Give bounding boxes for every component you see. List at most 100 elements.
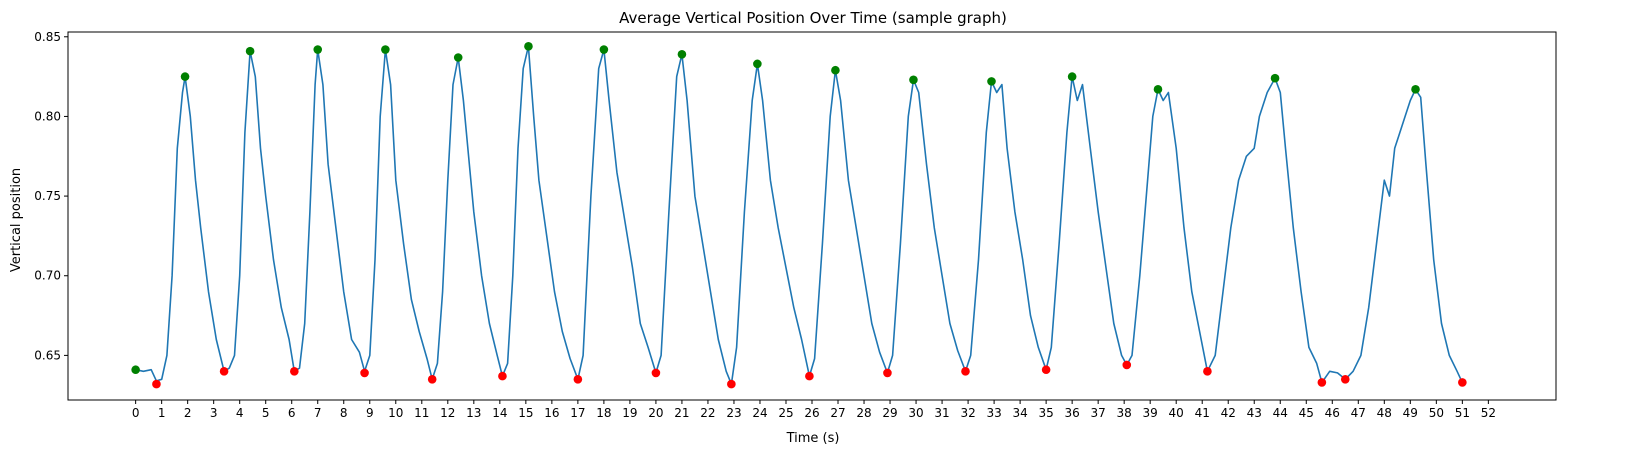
y-tick-label: 0.80 [34, 109, 61, 123]
x-tick-label: 47 [1351, 406, 1366, 420]
peak-point [131, 365, 140, 375]
x-tick-label: 51 [1455, 406, 1470, 420]
x-tick-label: 9 [366, 406, 374, 420]
x-tick-label: 29 [882, 406, 897, 420]
x-tick-label: 31 [934, 406, 949, 420]
x-tick-label: 3 [210, 406, 218, 420]
y-tick-label: 0.75 [34, 189, 61, 203]
y-axis-label: Vertical position [9, 168, 24, 272]
x-tick-label: 5 [262, 406, 270, 420]
trough-point [1122, 360, 1132, 370]
y-tick-label: 0.65 [34, 348, 61, 362]
x-tick-label: 45 [1299, 406, 1314, 420]
x-tick-label: 52 [1481, 406, 1496, 420]
peak-point [831, 65, 840, 75]
axes: 0 1 2 3 4 5 6 7 8 9 10 11 12 13 14 15 16 17 18 19 20 21 22 23 24… [34, 30, 1557, 420]
x-tick-label: 35 [1038, 406, 1053, 420]
x-tick-label: 19 [622, 406, 637, 420]
trough-point [1317, 378, 1327, 387]
x-tick-label: 27 [830, 406, 845, 420]
y-tick-label: 0.70 [34, 269, 61, 283]
peak-point [987, 77, 996, 86]
x-tick-label: 15 [518, 406, 533, 420]
x-tick-label: 20 [648, 406, 663, 420]
trough-point [961, 367, 970, 376]
x-tick-label: 48 [1377, 406, 1392, 420]
peak-point [1411, 85, 1420, 94]
x-tick-label: 49 [1403, 406, 1418, 420]
x-tick-label: 41 [1195, 406, 1210, 420]
trough-point [360, 368, 369, 378]
x-tick-label: 6 [288, 406, 296, 420]
trough-point [427, 374, 437, 384]
trough-point [651, 368, 661, 378]
x-tick-label: 4 [236, 406, 244, 420]
peak-point [453, 53, 463, 62]
x-tick-label: 50 [1429, 406, 1444, 420]
x-tick-label: 11 [414, 406, 429, 420]
x-tick-label: 42 [1221, 406, 1236, 420]
x-tick-label: 44 [1273, 406, 1288, 420]
x-tick-label: 37 [1091, 406, 1106, 420]
x-tick-label: 34 [1012, 406, 1027, 420]
peak-point [1270, 73, 1280, 83]
trough-point [1203, 367, 1212, 376]
series-line-0 [135, 45, 1464, 385]
peak-point [313, 45, 323, 54]
x-tick-label: 8 [340, 406, 348, 420]
x-tick-label: 23 [726, 406, 741, 420]
x-tick-label: 7 [314, 406, 322, 420]
trough-point [1458, 378, 1467, 387]
peak-point [524, 42, 533, 51]
peak-point [677, 50, 687, 59]
trough-point [573, 374, 583, 384]
trough-point [805, 371, 814, 381]
x-tick-label: 22 [700, 406, 715, 420]
peak-point [180, 72, 190, 81]
x-tick-label: 28 [856, 406, 871, 420]
plot-area [131, 42, 1467, 389]
x-tick-label: 38 [1117, 406, 1132, 420]
peak-point [1153, 85, 1163, 94]
trough-point [290, 367, 299, 376]
x-tick-label: 0 [132, 406, 140, 420]
x-tick-label: 39 [1143, 406, 1158, 420]
trough-point [727, 379, 736, 389]
x-tick-label: 43 [1247, 406, 1262, 420]
peak-point [599, 45, 609, 54]
x-tick-label: 26 [804, 406, 819, 420]
x-tick-label: 32 [960, 406, 975, 420]
x-tick-label: 13 [466, 406, 481, 420]
x-tick-label: 46 [1325, 406, 1340, 420]
x-tick-label: 18 [596, 406, 611, 420]
x-tick-label: 17 [570, 406, 585, 420]
x-tick-label: 36 [1064, 406, 1079, 420]
x-tick-label: 1 [158, 406, 166, 420]
trough-point [219, 367, 229, 376]
x-tick-label: 14 [492, 406, 507, 420]
trough-point [883, 368, 892, 378]
x-tick-label: 24 [752, 406, 767, 420]
chart-title: Average Vertical Position Over Time (sam… [619, 9, 1007, 27]
x-tick-label: 30 [908, 406, 923, 420]
x-tick-label: 40 [1169, 406, 1184, 420]
trough-point [498, 371, 507, 381]
peak-point [753, 59, 762, 69]
x-axis-label: Time (s) [786, 431, 840, 446]
y-tick-label: 0.85 [34, 30, 61, 44]
trough-point [152, 379, 161, 389]
peak-point [1067, 72, 1077, 81]
x-tick-label: 33 [986, 406, 1001, 420]
x-tick-label: 25 [778, 406, 793, 420]
x-tick-label: 10 [388, 406, 403, 420]
x-tick-label: 16 [544, 406, 559, 420]
peak-point [381, 45, 390, 54]
x-tick-label: 2 [184, 406, 192, 420]
trough-point [1340, 374, 1350, 384]
plot-frame [67, 31, 1557, 401]
x-tick-label: 12 [440, 406, 455, 420]
x-tick-label: 21 [674, 406, 689, 420]
trough-point [1041, 365, 1051, 375]
